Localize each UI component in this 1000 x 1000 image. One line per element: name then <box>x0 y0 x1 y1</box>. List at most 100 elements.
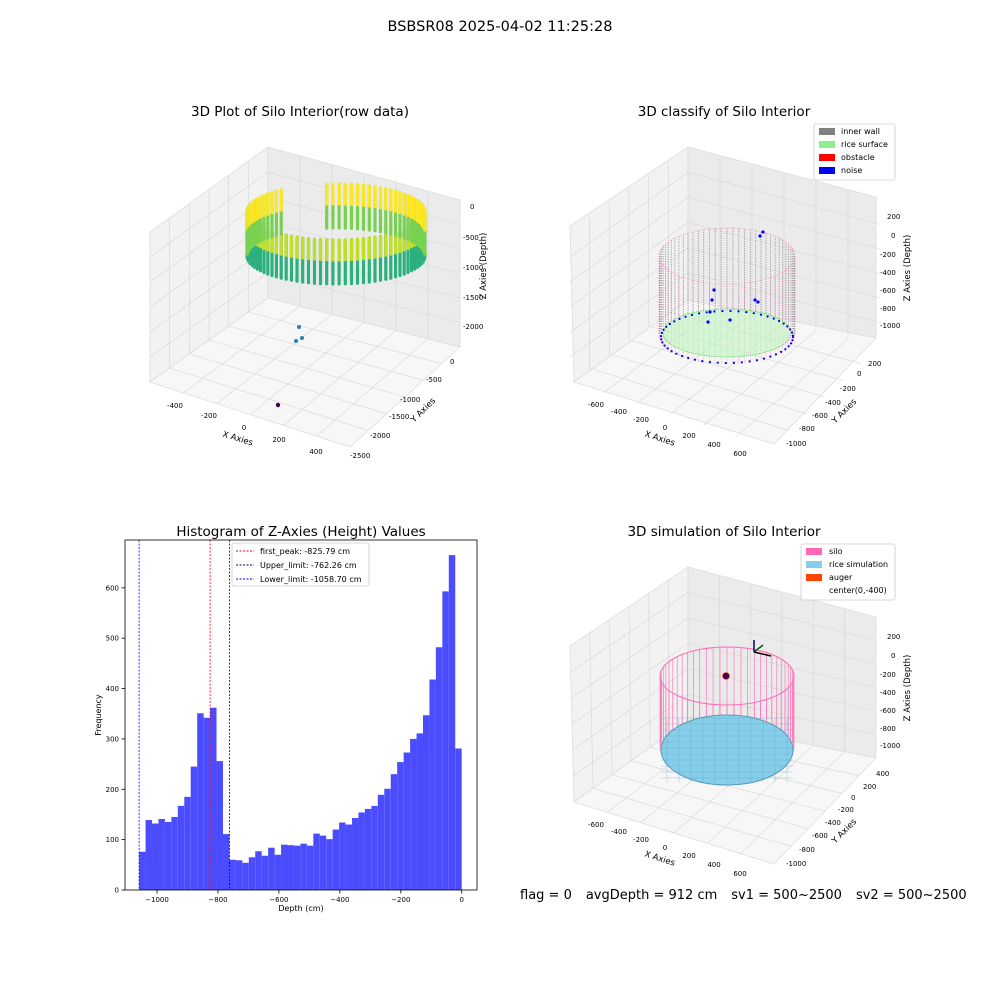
simulation-x-ticks: -600 -400 -200 0 200 400 600 <box>588 821 747 878</box>
noise-point <box>661 341 664 344</box>
histogram-bar <box>313 833 320 890</box>
noise-point <box>706 320 710 324</box>
histogram-bar <box>371 805 378 890</box>
histogram-bar <box>158 818 165 890</box>
histogram-bar <box>422 715 430 890</box>
histogram-bar <box>377 794 385 890</box>
raw-outlier-point <box>275 402 281 408</box>
noise-point <box>670 350 673 353</box>
histogram-bar <box>306 845 314 890</box>
histogram-bar <box>364 808 372 890</box>
noise-point <box>678 317 681 320</box>
panel-raw-title: 3D Plot of Silo Interior(row data) <box>191 104 409 120</box>
classify-z-ticks: 200 0 -200 -400 -600 -800 -1000 <box>880 213 900 330</box>
noise-point <box>787 345 790 348</box>
histogram-bar <box>435 647 443 890</box>
panel-raw-3d-plot: 3D Plot of Silo Interior(row data) -400 … <box>149 104 489 460</box>
raw-y-tick: -1500 <box>389 413 409 421</box>
classify-y-tick: -400 <box>825 399 841 407</box>
simulation-y-ticks: 400 200 0 -200 -400 -600 -800 -1000 <box>786 770 889 868</box>
legend-swatch-inner-wall <box>819 128 835 135</box>
noise-point <box>673 320 676 323</box>
panel-simulation-3d-plot: 3D simulation of Silo Interior silo rice… <box>569 524 913 878</box>
rice-surface-area <box>662 308 792 358</box>
classify-x-tick: -200 <box>633 416 649 424</box>
noise-point <box>762 357 766 360</box>
histogram-y-ticks: 0 100 200 300 400 500 600 <box>106 584 125 895</box>
simulation-y-tick: -400 <box>825 819 841 827</box>
simulation-x-tick: 600 <box>733 870 746 878</box>
rice-simulation-edge <box>660 714 794 786</box>
classify-x-ticks: -600 -400 -200 0 200 400 600 <box>588 401 747 458</box>
raw-point-cloud <box>245 182 427 286</box>
histogram-x-tick-label: −400 <box>330 896 349 904</box>
panel-simulation-title: 3D simulation of Silo Interior <box>627 524 821 540</box>
status-flag: flag = 0 <box>520 888 572 903</box>
simulation-y-tick: -1000 <box>786 860 806 868</box>
histogram-bar <box>210 707 217 890</box>
noise-point <box>690 313 694 317</box>
classify-z-tick: 0 <box>891 232 895 240</box>
classify-y-ticks: 200 0 -200 -400 -600 -800 -1000 <box>786 360 881 448</box>
histogram-x-ticks: −1000 −800 −600 −400 −200 0 <box>145 890 464 904</box>
histogram-bar <box>177 805 185 890</box>
histogram-bar <box>268 847 275 890</box>
histogram-bar <box>235 860 243 890</box>
classify-z-tick: -600 <box>880 287 896 295</box>
raw-z-tick: -500 <box>463 234 479 242</box>
raw-x-tick: -400 <box>167 402 183 410</box>
panel-histogram: Histogram of Z-Axies (Height) Values −10… <box>94 524 478 913</box>
histogram-bar <box>152 823 159 890</box>
noise-point <box>759 313 763 316</box>
legend-label-first-peak: first_peak: -825.79 cm <box>260 547 350 556</box>
histogram-bar <box>455 748 462 890</box>
histogram-y-tick-label: 600 <box>106 584 119 592</box>
histogram-bar <box>442 591 449 890</box>
raw-outliers <box>275 325 304 408</box>
classify-legend-box <box>813 123 896 181</box>
histogram-x-tick-label: 0 <box>460 896 464 904</box>
classify-z-tick: -400 <box>880 269 896 277</box>
simulation-z-tick: 0 <box>891 652 895 660</box>
simulation-x-tick: -400 <box>611 828 627 836</box>
noise-point <box>705 311 708 314</box>
histogram-bar <box>229 859 236 890</box>
raw-outlier-point <box>294 339 298 343</box>
raw-z-tick: 0 <box>470 203 474 211</box>
raw-y-tick: -500 <box>426 376 442 384</box>
legend-label-noise: noise <box>841 166 862 175</box>
histogram-y-tick-label: 400 <box>106 685 119 693</box>
simulation-z-tick: 200 <box>887 633 900 641</box>
histogram-bar <box>261 855 269 890</box>
simulation-z-tick: -800 <box>880 725 896 733</box>
noise-point <box>660 331 663 334</box>
noise-point <box>684 315 687 318</box>
legend-label-lower-limit: Lower_limit: -1058.70 cm <box>260 575 362 584</box>
simulation-legend: silo rice simulation auger center(0,-400… <box>800 543 896 601</box>
noise-point <box>772 317 775 320</box>
noise-point <box>780 350 783 353</box>
raw-outlier-point <box>297 325 301 329</box>
simulation-x-tick: 0 <box>663 844 667 852</box>
histogram-bar <box>358 812 365 890</box>
raw-x-tick: 200 <box>272 436 285 444</box>
legend-label-obstacle: obstacle <box>841 153 875 162</box>
simulation-legend-box <box>800 543 896 601</box>
simulation-y-tick: 0 <box>851 794 855 802</box>
raw-y-tick: -1000 <box>400 396 420 404</box>
histogram-bar <box>216 761 223 890</box>
noise-point <box>710 298 714 302</box>
histogram-bar <box>384 788 391 890</box>
raw-x-tick: 400 <box>309 448 322 456</box>
legend-label-silo: silo <box>829 547 843 556</box>
noise-point <box>766 315 769 318</box>
noise-point <box>756 300 760 304</box>
histogram-bar <box>429 679 436 890</box>
noise-point <box>660 338 663 341</box>
simulation-y-tick: 400 <box>876 770 889 778</box>
histogram-bar <box>255 851 262 890</box>
legend-label-rice-simulation: rice simulation <box>829 560 888 569</box>
histogram-bar <box>164 822 172 890</box>
classify-x-tick: 200 <box>682 432 695 440</box>
noise-point <box>737 310 740 313</box>
